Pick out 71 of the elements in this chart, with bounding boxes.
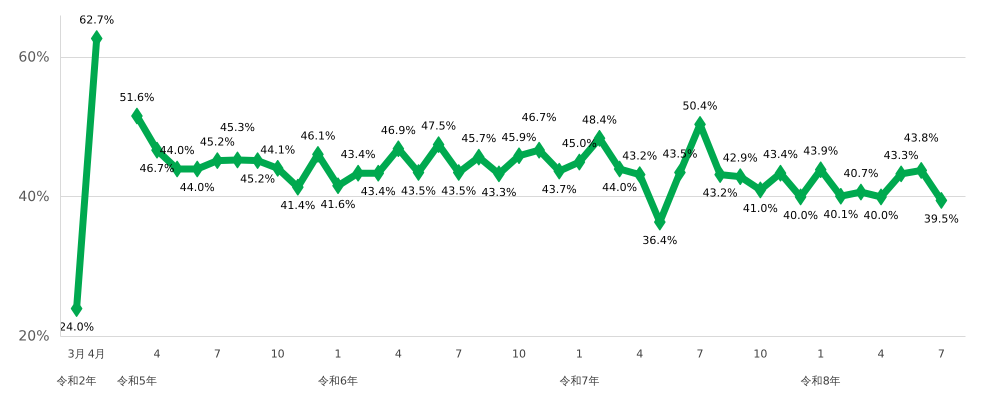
point — [834, 188, 847, 205]
data-label: 62.7% — [79, 14, 114, 27]
data-label: 45.9% — [502, 130, 537, 144]
x-tick-label: 1 — [817, 348, 824, 360]
data-label: 43.5% — [401, 184, 436, 198]
text: 令和2年 — [56, 374, 97, 388]
data-label: 46.9% — [380, 124, 416, 137]
data-label: 43.7% — [542, 183, 577, 196]
text: 令和8年 — [800, 374, 841, 388]
data-label: 40.1% — [823, 208, 858, 222]
x-tick-label: 7 — [696, 348, 704, 360]
data-label: 51.6% — [119, 90, 154, 104]
data-label: 44.0% — [180, 181, 215, 194]
x-tick-label: 10 — [753, 348, 768, 360]
data-label: 45.2% — [200, 136, 235, 149]
y-tick-label: 20% — [18, 328, 50, 344]
point — [553, 162, 566, 180]
x-tick-label: 10 — [512, 348, 526, 360]
x-tick-label: 3月 — [68, 348, 86, 360]
data-label: 43.3% — [884, 148, 919, 162]
point — [734, 168, 746, 186]
data-label: 41.0% — [742, 202, 778, 215]
y-tick-label: 60% — [18, 49, 50, 66]
text: 令和5年 — [116, 374, 157, 388]
data-label: 44.1% — [260, 143, 296, 156]
data-label: 43.9% — [803, 144, 838, 158]
x-tick-label: 7 — [214, 348, 221, 360]
point — [472, 148, 485, 166]
data-label: 45.2% — [240, 172, 276, 186]
data-label: 50.4% — [682, 99, 718, 112]
data-label: 40.0% — [783, 208, 818, 222]
point — [814, 161, 827, 178]
data-label: 46.1% — [300, 129, 336, 142]
point — [452, 164, 465, 182]
data-label: 43.3% — [481, 186, 516, 199]
x-tick-label: 10 — [270, 348, 285, 360]
data-label: 40.0% — [864, 208, 899, 222]
data-label: 43.2% — [622, 150, 658, 163]
data-label: 41.4% — [280, 199, 316, 212]
data-label: 45.3% — [220, 120, 255, 134]
data-label: 36.4% — [642, 234, 678, 248]
x-tick-label: 1 — [576, 348, 583, 360]
data-label: 43.2% — [702, 186, 738, 200]
data-label: 43.4% — [763, 148, 798, 162]
text: 令和6年 — [318, 374, 358, 388]
data-label: 45.7% — [461, 132, 496, 146]
data-label: 43.4% — [340, 148, 376, 162]
data-label: 43.4% — [360, 185, 396, 198]
data-label: 41.6% — [320, 198, 356, 211]
data-label: 42.9% — [722, 152, 758, 165]
data-label: 40.7% — [843, 167, 878, 180]
data-label: 46.7% — [522, 111, 557, 124]
x-tick-label: 4 — [636, 348, 644, 360]
text: 令和7年 — [559, 374, 600, 388]
data-label: 43.5% — [441, 184, 476, 198]
x-tick-label: 4 — [878, 348, 885, 360]
point — [915, 162, 928, 179]
x-tick-label: 4月 — [88, 348, 106, 360]
x-tick-label: 4 — [154, 348, 161, 360]
data-label: 43.8% — [904, 131, 939, 144]
data-label: 39.5% — [924, 212, 959, 226]
y-tick-label: 40% — [18, 188, 50, 205]
x-tick-label: 4 — [394, 348, 402, 360]
data-label: 48.4% — [582, 113, 617, 126]
point — [634, 166, 646, 184]
x-tick-label: 7 — [455, 348, 462, 360]
data-label: 47.5% — [421, 120, 456, 133]
point — [292, 178, 304, 196]
x-tick-label: 1 — [334, 348, 342, 360]
data-label: 44.0% — [602, 181, 638, 194]
x-tick-label: 7 — [938, 348, 945, 360]
